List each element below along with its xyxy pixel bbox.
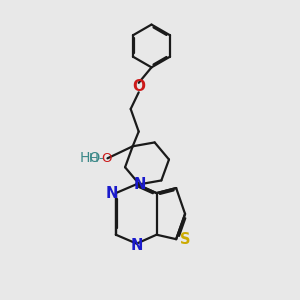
Text: -: - (98, 152, 103, 165)
Text: O: O (132, 80, 145, 94)
Text: H: H (89, 152, 99, 165)
Text: N: N (133, 177, 145, 192)
Text: O: O (101, 152, 112, 165)
Text: N: N (130, 238, 143, 253)
Text: HO: HO (80, 151, 101, 165)
Text: N: N (106, 186, 118, 201)
Text: S: S (180, 232, 190, 247)
